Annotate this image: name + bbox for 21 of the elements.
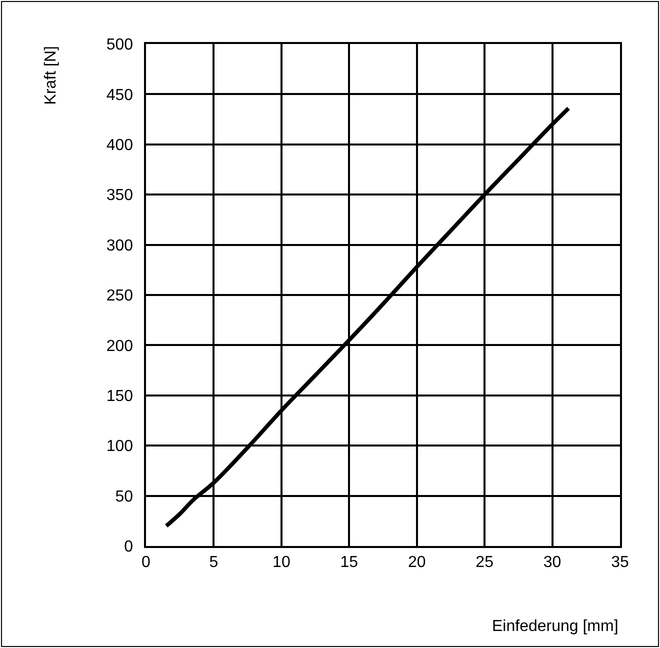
x-tick-label: 30 <box>543 554 562 571</box>
x-tick-label: 35 <box>611 554 629 571</box>
y-axis-title: Kraft [N] <box>42 46 60 105</box>
y-tick-label: 250 <box>106 288 134 305</box>
y-tick-label: 450 <box>106 86 134 104</box>
x-tick-label: 10 <box>272 554 290 571</box>
x-tick-label: 5 <box>209 554 218 571</box>
x-tick-label: 0 <box>142 554 151 571</box>
y-tick-label: 0 <box>124 538 134 556</box>
x-tick-label: 25 <box>476 554 494 571</box>
y-tick-label: 500 <box>106 36 134 54</box>
x-axis-title: Einfederung [mm] <box>492 618 618 635</box>
x-tick-label: 15 <box>340 554 358 571</box>
y-tick-label: 50 <box>115 488 134 506</box>
y-tick-label: 200 <box>106 338 134 355</box>
y-tick-label: 150 <box>106 388 134 405</box>
y-tick-label: 350 <box>106 187 134 204</box>
x-tick-label: 20 <box>408 554 426 571</box>
y-tick-label: 100 <box>106 438 134 456</box>
y-tick-label: 400 <box>106 137 134 154</box>
y-tick-label: 300 <box>106 237 134 254</box>
